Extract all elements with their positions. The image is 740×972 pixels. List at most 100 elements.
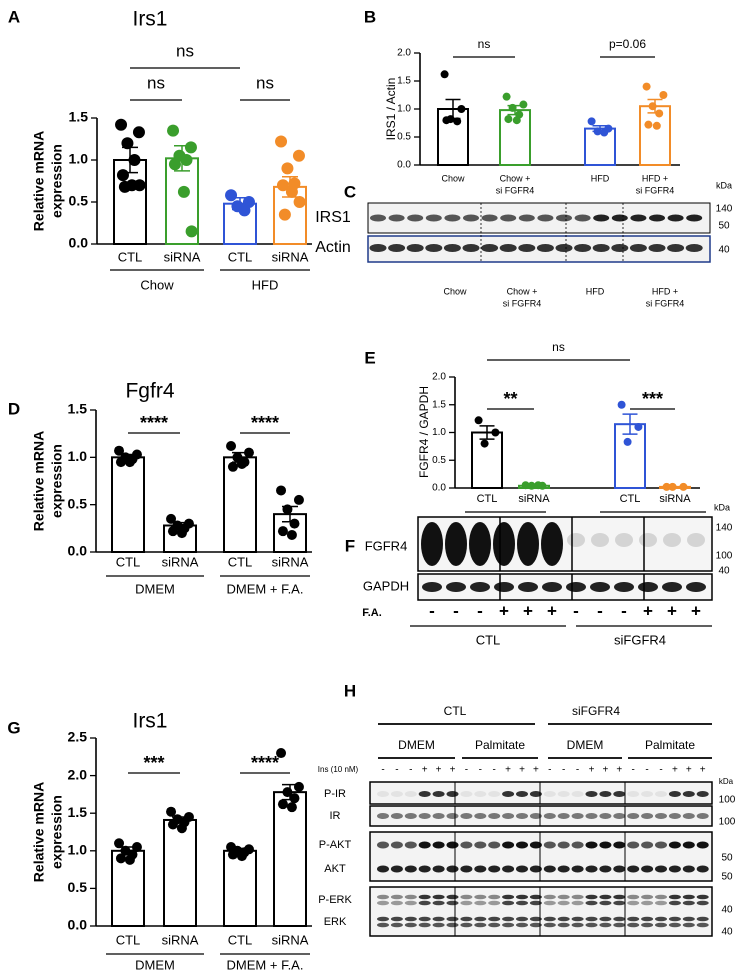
panel-letter: G bbox=[7, 718, 20, 737]
band bbox=[630, 214, 647, 222]
band bbox=[638, 582, 658, 592]
band bbox=[585, 916, 598, 922]
band bbox=[369, 244, 387, 252]
band bbox=[529, 922, 542, 928]
data-point bbox=[442, 116, 451, 125]
band bbox=[488, 865, 501, 873]
band bbox=[488, 791, 501, 797]
group-label: HFD bbox=[252, 277, 279, 292]
blot-row-label: IRS1 bbox=[315, 209, 351, 226]
y-tick-label: 0.0 bbox=[69, 235, 89, 251]
data-point bbox=[114, 445, 125, 456]
band bbox=[463, 214, 479, 222]
group-label: CTL bbox=[444, 704, 467, 718]
band bbox=[460, 900, 473, 906]
band bbox=[469, 522, 491, 566]
band bbox=[641, 894, 654, 900]
y-tick-label: 1.0 bbox=[69, 151, 89, 167]
band bbox=[390, 813, 403, 819]
band bbox=[404, 916, 417, 922]
band bbox=[388, 214, 405, 222]
band bbox=[613, 841, 626, 849]
band bbox=[599, 791, 612, 797]
kda-unit: kDa bbox=[714, 502, 730, 512]
band bbox=[516, 813, 528, 819]
significance-label: ns bbox=[478, 37, 491, 51]
band bbox=[696, 894, 709, 900]
x-tick-label: CTL bbox=[228, 249, 253, 264]
panel-letter: C bbox=[344, 182, 356, 201]
band bbox=[460, 841, 473, 849]
band bbox=[446, 894, 459, 900]
y-tick-label: 0.5 bbox=[432, 455, 446, 466]
significance-label: ns bbox=[256, 73, 274, 92]
y-tick-label: 1.5 bbox=[68, 804, 88, 820]
band bbox=[488, 916, 501, 922]
data-point bbox=[286, 529, 297, 540]
x-tick-label: CTL bbox=[477, 493, 498, 505]
band bbox=[686, 582, 706, 592]
band bbox=[668, 894, 681, 900]
x-tick-label: si FGFR4 bbox=[636, 185, 675, 195]
band bbox=[537, 214, 554, 222]
band bbox=[377, 894, 389, 900]
treatment-sign: - bbox=[381, 765, 384, 776]
band bbox=[418, 916, 431, 922]
band bbox=[541, 522, 563, 566]
data-point bbox=[275, 135, 288, 148]
y-tick-label: 1.0 bbox=[68, 842, 88, 858]
band bbox=[418, 841, 431, 849]
treatment-sign: + bbox=[523, 601, 533, 620]
band bbox=[418, 813, 431, 819]
treatment-sign: - bbox=[493, 765, 496, 776]
data-point bbox=[292, 149, 305, 162]
band bbox=[555, 244, 573, 252]
band bbox=[686, 214, 703, 222]
treatment-sign: - bbox=[621, 601, 627, 620]
band bbox=[543, 916, 556, 922]
y-tick-label: 2.0 bbox=[397, 48, 411, 59]
treatment-label: Ins (10 nM) bbox=[318, 765, 359, 774]
band bbox=[696, 922, 709, 928]
band bbox=[446, 813, 459, 819]
data-point bbox=[502, 92, 511, 101]
band bbox=[446, 916, 459, 922]
y-axis-label: expression bbox=[49, 144, 65, 218]
band bbox=[682, 813, 695, 819]
band bbox=[404, 900, 417, 906]
band bbox=[543, 865, 556, 873]
treatment-sign: + bbox=[602, 765, 608, 776]
band bbox=[460, 865, 473, 873]
x-tick-label: CTL bbox=[116, 932, 141, 947]
y-axis-label: expression bbox=[49, 795, 65, 869]
band bbox=[516, 865, 528, 873]
band bbox=[585, 900, 598, 906]
y-axis-label: Relative mRNA bbox=[31, 782, 47, 882]
band bbox=[432, 813, 445, 819]
band bbox=[668, 865, 681, 873]
band bbox=[663, 533, 681, 547]
treatment-sign: - bbox=[632, 765, 635, 776]
x-tick-label: siRNA bbox=[164, 249, 201, 264]
band bbox=[696, 841, 709, 849]
band bbox=[591, 533, 609, 547]
band bbox=[377, 916, 389, 922]
treatment-sign: - bbox=[453, 601, 459, 620]
treatment-sign: + bbox=[436, 765, 442, 776]
data-point bbox=[238, 204, 251, 217]
treatment-sign: + bbox=[505, 765, 511, 776]
data-point bbox=[276, 748, 287, 759]
band bbox=[474, 791, 487, 797]
band bbox=[585, 791, 598, 797]
band bbox=[590, 582, 610, 592]
band bbox=[571, 865, 584, 873]
band bbox=[516, 900, 528, 906]
bar bbox=[223, 456, 257, 554]
data-point bbox=[128, 154, 141, 166]
treatment-sign: + bbox=[422, 765, 428, 776]
treatment-sign: + bbox=[533, 765, 539, 776]
x-tick-label: si FGFR4 bbox=[496, 185, 535, 195]
treatment-label: F.A. bbox=[362, 607, 382, 619]
kda-marker: 140 bbox=[716, 204, 733, 215]
